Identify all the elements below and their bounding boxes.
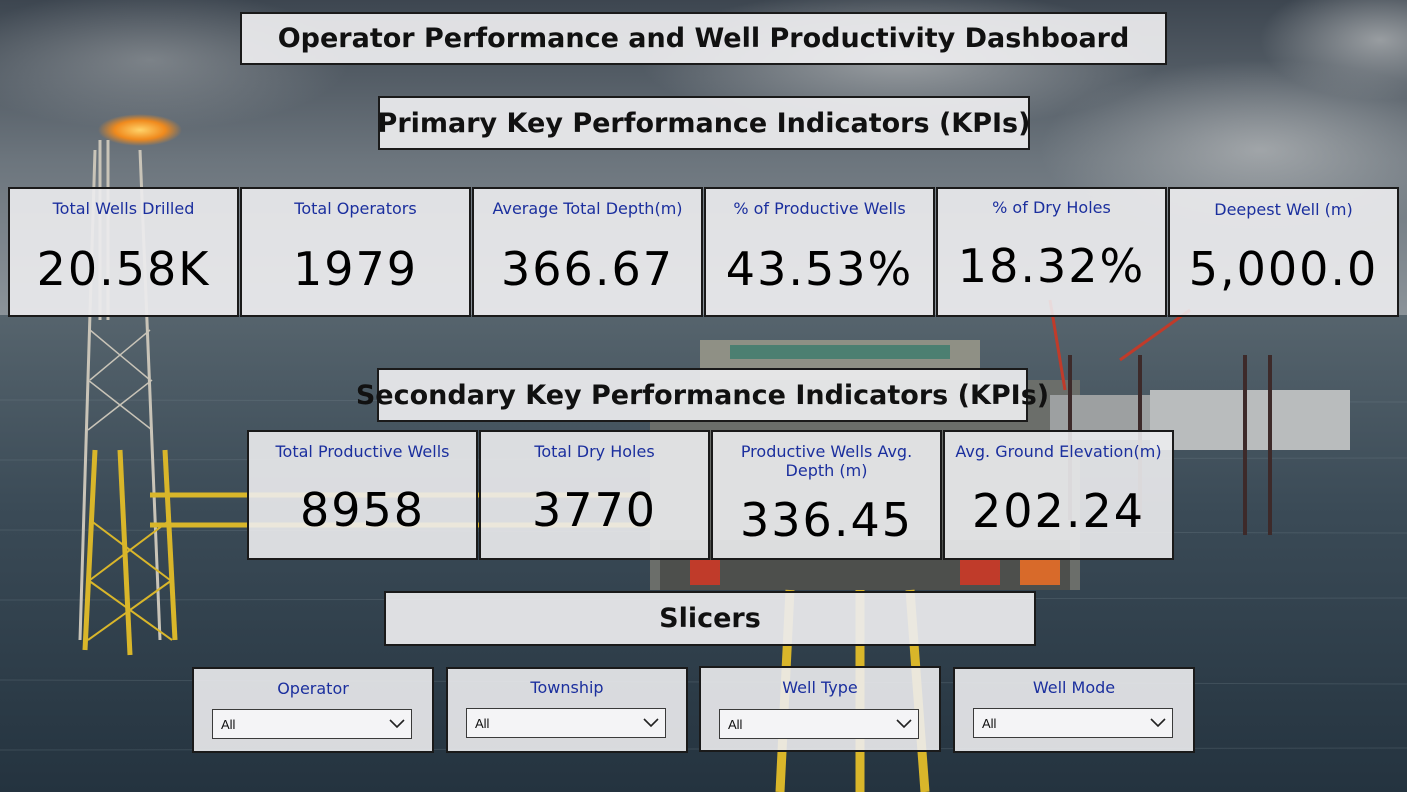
primary-kpi-heading-text: Primary Key Performance Indicators (KPIs… xyxy=(377,107,1031,139)
well-type-dropdown[interactable]: All xyxy=(719,709,919,739)
kpi-value: 43.53% xyxy=(725,242,914,296)
well-mode-dropdown[interactable]: All xyxy=(973,708,1173,738)
kpi-label: Total Productive Wells xyxy=(275,442,450,461)
kpi-label: Average Total Depth(m) xyxy=(492,199,683,218)
kpi-label: Total Wells Drilled xyxy=(52,199,195,218)
township-dropdown[interactable]: All xyxy=(466,708,666,738)
chevron-down-icon[interactable] xyxy=(389,717,405,729)
slicers-heading: Slicers xyxy=(384,591,1036,646)
kpi-value: 8958 xyxy=(299,483,426,537)
slicer-operator: Operator All xyxy=(192,667,434,753)
kpi-card-total-wells-drilled: Total Wells Drilled 20.58K xyxy=(8,187,239,317)
dropdown-selected-value: All xyxy=(982,716,997,731)
kpi-card-percent-productive-wells: % of Productive Wells 43.53% xyxy=(704,187,935,317)
chevron-down-icon[interactable] xyxy=(643,716,659,728)
kpi-label: % of Dry Holes xyxy=(992,198,1111,217)
kpi-value: 5,000.0 xyxy=(1188,242,1379,296)
kpi-card-avg-ground-elevation: Avg. Ground Elevation(m) 202.24 xyxy=(943,430,1174,560)
dropdown-selected-value: All xyxy=(221,717,236,732)
kpi-label: Avg. Ground Elevation(m) xyxy=(955,442,1162,461)
kpi-label: Deepest Well (m) xyxy=(1214,200,1353,219)
kpi-value: 202.24 xyxy=(972,484,1145,538)
slicer-well-mode: Well Mode All xyxy=(953,667,1195,753)
kpi-value: 336.45 xyxy=(740,493,913,547)
secondary-kpi-heading: Secondary Key Performance Indicators (KP… xyxy=(356,368,1049,422)
slicer-title: Well Mode xyxy=(1032,678,1116,697)
slicers-heading-text: Slicers xyxy=(659,603,761,634)
kpi-label: % of Productive Wells xyxy=(733,199,906,218)
kpi-card-percent-dry-holes: % of Dry Holes 18.32% xyxy=(936,187,1167,317)
kpi-value: 3770 xyxy=(531,483,658,537)
kpi-card-deepest-well: Deepest Well (m) 5,000.0 xyxy=(1168,187,1399,317)
kpi-value: 366.67 xyxy=(501,242,674,296)
dropdown-selected-value: All xyxy=(728,717,743,732)
kpi-value: 1979 xyxy=(292,242,419,296)
dashboard-title-text: Operator Performance and Well Productivi… xyxy=(277,23,1130,54)
kpi-value: 18.32% xyxy=(957,239,1146,293)
secondary-kpi-heading-text: Secondary Key Performance Indicators (KP… xyxy=(355,379,1050,411)
slicer-title: Township xyxy=(530,678,604,697)
dropdown-selected-value: All xyxy=(475,716,490,731)
kpi-card-average-total-depth: Average Total Depth(m) 366.67 xyxy=(472,187,703,317)
kpi-label: Total Operators xyxy=(294,199,417,218)
slicer-township: Township All xyxy=(446,667,688,753)
kpi-label: Total Dry Holes xyxy=(534,442,655,461)
primary-kpi-heading: Primary Key Performance Indicators (KPIs… xyxy=(378,96,1030,150)
chevron-down-icon[interactable] xyxy=(896,717,912,729)
kpi-card-total-productive-wells: Total Productive Wells 8958 xyxy=(247,430,478,560)
kpi-card-total-operators: Total Operators 1979 xyxy=(240,187,471,317)
slicer-title: Well Type xyxy=(782,678,858,697)
kpi-label: Productive Wells Avg. Depth (m) xyxy=(740,442,913,480)
slicer-well-type: Well Type All xyxy=(699,666,941,752)
kpi-card-productive-wells-avg-depth: Productive Wells Avg. Depth (m) 336.45 xyxy=(711,430,942,560)
operator-dropdown[interactable]: All xyxy=(212,709,412,739)
kpi-value: 20.58K xyxy=(36,242,211,296)
dashboard-title: Operator Performance and Well Productivi… xyxy=(240,12,1167,65)
slicer-title: Operator xyxy=(277,679,349,698)
chevron-down-icon[interactable] xyxy=(1150,716,1166,728)
kpi-card-total-dry-holes: Total Dry Holes 3770 xyxy=(479,430,710,560)
